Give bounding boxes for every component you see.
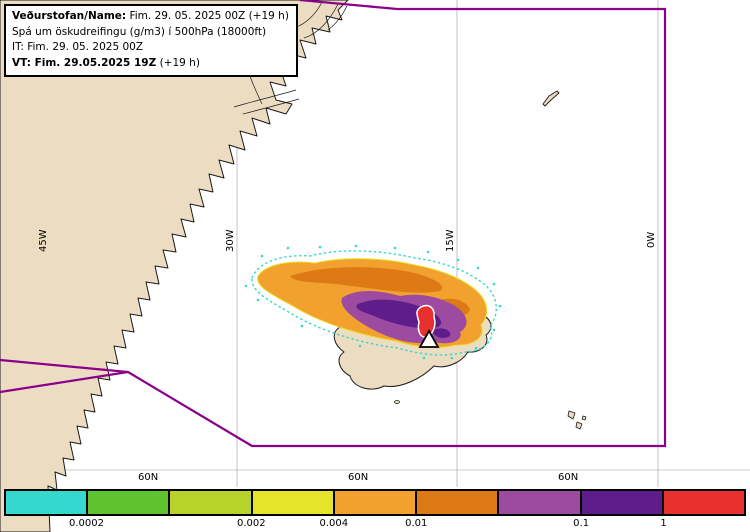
colorbar	[4, 489, 746, 516]
speckle	[256, 298, 260, 302]
info-line-valid: VT: Fim. 29.05.2025 19Z (+19 h)	[12, 56, 289, 72]
colorbar-segment	[332, 491, 416, 514]
colorbar-labels: 0.0002 0.002 0.004 0.01 0.1 1	[4, 518, 746, 532]
plume-region-red	[416, 304, 436, 338]
info-valid-offset: (+19 h)	[159, 56, 200, 69]
plume-region-dark-purple-small	[432, 328, 451, 338]
speckle	[358, 344, 362, 348]
plume-region-dark-orange	[290, 267, 443, 293]
boundary-west-wedge-line	[0, 370, 129, 394]
speckle	[474, 346, 478, 350]
speckle	[300, 324, 304, 328]
grid-labels: 45W 30W 15W 0W 60N 60N 60N	[38, 229, 657, 483]
faroe-islet	[581, 415, 587, 421]
speckle	[354, 244, 358, 248]
speckle	[422, 356, 426, 360]
forecast-area-boundary	[0, 0, 667, 448]
colorbar-threshold-label: 0.1	[573, 518, 590, 529]
speckle	[492, 282, 496, 286]
meridian-label-30w: 30W	[225, 229, 236, 252]
parallel-label-60n: 60N	[138, 472, 158, 483]
fjord-line	[327, 5, 348, 31]
speckle	[456, 258, 460, 262]
volcano-triangle-icon	[418, 329, 440, 348]
info-product-line: Spá um öskudreifingu (g/m3) í 500hPa (18…	[12, 25, 267, 38]
colorbar-threshold-label: 1	[660, 518, 667, 529]
vestmannaeyjar-island	[394, 400, 400, 404]
meridian-label-0w: 0W	[646, 232, 657, 248]
colorbar-threshold-label: 0.002	[237, 518, 266, 529]
colorbar-segment	[250, 491, 333, 514]
speckle	[286, 246, 290, 250]
plume-speckles-cyan	[244, 244, 502, 360]
speckle	[450, 356, 454, 360]
speckle	[260, 254, 264, 258]
faroe-islands	[567, 410, 587, 430]
meridian-label-45w: 45W	[38, 229, 49, 252]
meridian-label-15w: 15W	[445, 229, 456, 252]
forecast-info-box: Veðurstofan/Name: Fim. 29. 05. 2025 00Z …	[4, 4, 298, 77]
colorbar-segment	[415, 491, 498, 514]
parallel-label-60n: 60N	[348, 472, 368, 483]
faroe-islet	[567, 410, 576, 420]
jan-mayen-island	[542, 90, 560, 107]
info-name-value: Fim. 29. 05. 2025 00Z (+19 h)	[129, 10, 289, 22]
colorbar-segment	[661, 491, 744, 514]
fjord-line	[242, 98, 300, 115]
speckle	[318, 245, 322, 249]
colorbar-segment	[6, 491, 87, 514]
colorbar-segment	[86, 491, 169, 514]
colorbar-segment	[497, 491, 580, 514]
speckle	[498, 304, 502, 308]
colorbar-threshold-label: 0.01	[405, 518, 428, 529]
info-valid-time: VT: Fim. 29.05.2025 19Z	[12, 56, 157, 69]
info-name-label: Veðurstofan/Name:	[12, 10, 127, 22]
faroe-islet	[575, 421, 583, 430]
info-issue-time: IT: Fim. 29. 05. 2025 00Z	[12, 41, 144, 53]
colorbar-segment	[579, 491, 662, 514]
parallel-label-60n: 60N	[558, 472, 578, 483]
fjord-line	[233, 89, 297, 108]
info-line-name: Veðurstofan/Name: Fim. 29. 05. 2025 00Z …	[12, 9, 289, 25]
greenland-landmass	[0, 0, 349, 532]
colorbar-threshold-label: 0.0002	[68, 518, 104, 529]
plume-contour-cyan	[251, 250, 497, 356]
colorbar-segment	[168, 491, 251, 514]
ash-plume	[244, 244, 502, 360]
fjord-line	[303, 3, 339, 39]
speckle	[426, 250, 430, 254]
speckle	[492, 328, 496, 332]
fjord-line	[249, 75, 263, 105]
speckle	[244, 284, 248, 288]
speckle	[476, 266, 480, 270]
colorbar-threshold-label: 0.004	[319, 518, 349, 529]
speckle	[393, 246, 397, 250]
